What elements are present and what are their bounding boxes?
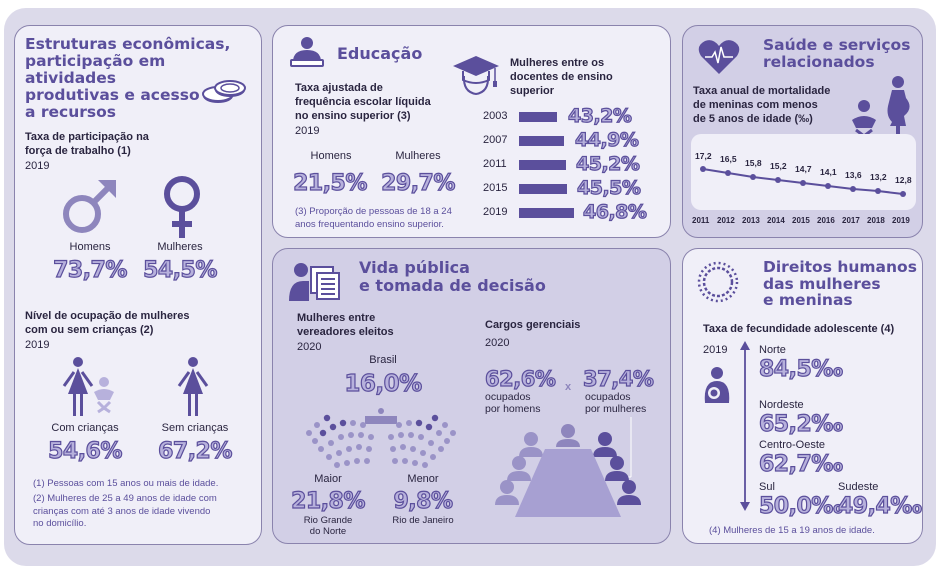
com-criancas-value: 54,6% [47, 438, 123, 464]
direitos-title: Direitos humanos das mulheres e meninas [763, 258, 917, 309]
educ-homens-value: 21,5% [292, 170, 368, 196]
frequencia-label: Taxa ajustada de frequência escolar líqu… [295, 82, 431, 122]
ocupacao-year: 2019 [25, 339, 50, 351]
docentes-row: 2011 45,2% [483, 152, 641, 175]
panel-saude: Saúde e serviços relacionados Taxa anual… [682, 25, 923, 238]
region-value: 50,0‰ [758, 493, 843, 519]
saude-title: Saúde e serviços relacionados [763, 36, 911, 71]
educ-mulheres-label: Mulheres [395, 150, 441, 162]
person-with-documents-icon [289, 263, 340, 301]
sem-criancas-value: 67,2% [157, 438, 233, 464]
homens-forca-value: 73,7% [52, 257, 128, 283]
brasil-label: Brasil [369, 354, 397, 366]
gerenciais-sep: x [565, 381, 572, 393]
heart-pulse-icon [698, 40, 740, 74]
female-symbol-icon [164, 176, 200, 238]
vida-publica-title: Vida pública e tomada de decisão [359, 258, 546, 295]
docentes-row: 2007 44,9% [483, 128, 640, 151]
educ-mulheres-value: 29,7% [380, 170, 456, 196]
educ-homens-label: Homens [310, 150, 352, 162]
forca-trabalho-label: Taxa de participação na força de trabalh… [25, 131, 149, 157]
docentes-bar [519, 184, 567, 194]
graduation-cap-icon [453, 56, 499, 96]
region-name: Nordeste [759, 399, 804, 411]
sem-criancas-label: Sem crianças [161, 422, 229, 434]
docentes-bar [519, 160, 566, 170]
docentes-bar-chart: 2003 43,2% 2007 44,9% 2011 45,2% 2015 45… [483, 104, 668, 226]
panel-direitos: Direitos humanos das mulheres e meninas … [682, 248, 923, 544]
forca-trabalho-year: 2019 [25, 160, 50, 172]
economia-notes: (1) Pessoas com 15 anos ou mais de idade… [33, 478, 219, 530]
mother-with-baby-icon [704, 367, 730, 403]
gerenciais-homens-value: 62,6% [484, 366, 556, 391]
frequencia-year: 2019 [295, 125, 320, 137]
male-symbol-icon [63, 180, 116, 233]
menor-label: Menor [407, 473, 439, 485]
docentes-row: 2003 43,2% [483, 104, 633, 127]
fecundidade-label: Taxa de fecundidade adolescente (4) [703, 323, 895, 335]
maior-value: 21,8% [290, 488, 366, 514]
maior-label: Maior [314, 473, 342, 485]
mulheres-label: Mulheres [157, 241, 203, 253]
coins-icon [202, 80, 246, 103]
meeting-table-icon [495, 417, 641, 517]
region-value: 65,2‰ [758, 411, 843, 437]
mortalidade-line-chart [700, 166, 906, 197]
panel-educacao: Educação Taxa ajustada de frequência esc… [272, 25, 671, 238]
mulheres-forca-value: 54,5% [142, 257, 218, 283]
region-value: 84,5‰ [758, 356, 843, 382]
educacao-title: Educação [337, 44, 423, 63]
brasil-value: 16,0% [344, 370, 423, 397]
docentes-bar [519, 112, 557, 122]
menor-place: Rio de Janeiro [392, 515, 454, 526]
vereadores-label: Mulheres entre vereadores eleitos [297, 312, 394, 338]
parliament-seats-icon [306, 408, 456, 468]
region-value: 49,4‰ [837, 493, 922, 519]
woman-with-baby-icon [62, 357, 114, 416]
region-name: Sul [759, 481, 775, 493]
region-name: Centro-Oeste [759, 439, 826, 451]
mortalidade-x-axis: 2011 2012 2013 2014 2015 2016 2017 2018 … [692, 216, 910, 225]
baby-and-pregnant-woman-icon [852, 76, 910, 141]
ocupacao-label: Nível de ocupação de mulheres com ou sem… [25, 310, 190, 336]
frequencia-note: (3) Proporção de pessoas de 18 a 24 anos… [295, 206, 452, 230]
vereadores-year: 2020 [297, 341, 322, 353]
docentes-row: 2019 46,8% [483, 200, 648, 223]
docentes-bar [519, 208, 574, 218]
vertical-arrow-scale [740, 341, 750, 511]
woman-icon [177, 357, 209, 416]
homens-label: Homens [69, 241, 111, 253]
region-value: 62,7‰ [758, 451, 843, 477]
people-circle-icon [697, 261, 739, 303]
gerenciais-label: Cargos gerenciais [485, 319, 581, 331]
mortalidade-label: Taxa anual de mortalidade de meninas com… [693, 85, 831, 125]
menor-value: 9,8% [393, 488, 454, 514]
panel-economia: Estruturas econômicas, participação em a… [14, 25, 262, 545]
economia-title: Estruturas econômicas, participação em a… [25, 35, 231, 121]
gerenciais-homens-desc: ocupados por homens [485, 391, 541, 415]
region-name: Norte [759, 344, 786, 356]
gerenciais-year: 2020 [485, 337, 510, 349]
maior-place: Rio Grande do Norte [303, 515, 353, 537]
gerenciais-mulheres-desc: ocupados por mulheres [585, 391, 647, 415]
docentes-row: 2015 45,5% [483, 176, 642, 199]
docentes-bar [519, 136, 564, 146]
docentes-label: Mulheres entre os docentes de ensino sup… [510, 57, 613, 97]
com-criancas-label: Com crianças [51, 422, 119, 434]
fecundidade-year: 2019 [703, 344, 728, 356]
student-reading-icon [290, 37, 324, 67]
fecundidade-note: (4) Mulheres de 15 a 19 anos de idade. [709, 525, 875, 536]
region-name: Sudeste [838, 481, 879, 493]
panel-vida-publica: Vida pública e tomada de decisão Mulhere… [272, 248, 671, 544]
mortalidade-data-labels: 17,2 16,5 15,8 15,2 14,7 14,1 13,6 13,2 … [695, 151, 912, 185]
gerenciais-mulheres-value: 37,4% [582, 366, 654, 391]
